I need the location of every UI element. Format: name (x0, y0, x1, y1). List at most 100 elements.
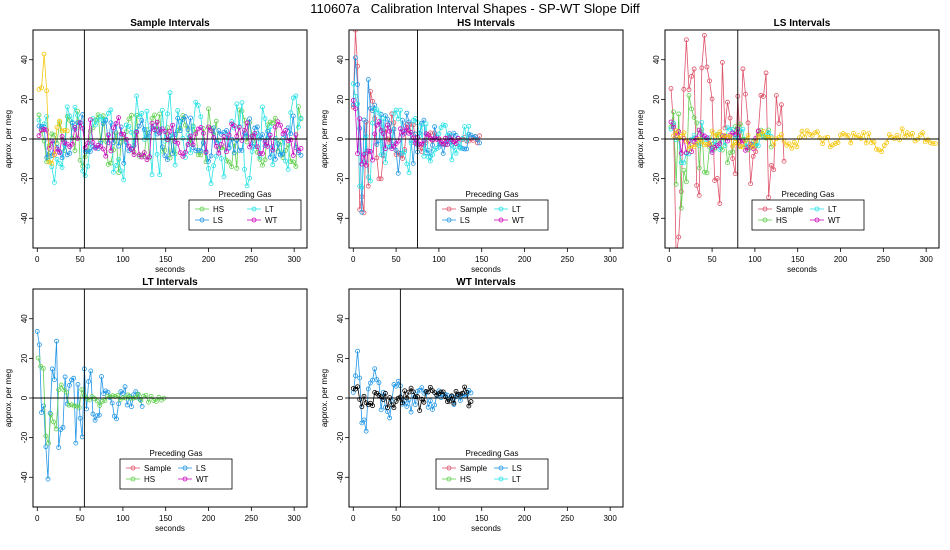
data-point (290, 153, 296, 158)
data-point (231, 150, 237, 156)
data-point (247, 144, 253, 150)
data-point (910, 131, 915, 136)
data-point (696, 193, 702, 198)
data-point (177, 128, 183, 133)
data-point (365, 174, 371, 180)
data-point (72, 124, 78, 130)
data-point (183, 154, 188, 160)
data-point (462, 384, 467, 390)
data-point (103, 118, 109, 123)
data-point (285, 166, 291, 172)
data-point (105, 161, 111, 167)
x-tick-label: 250 (561, 514, 575, 523)
data-point (116, 157, 122, 162)
y-tick-label: -20 (652, 172, 661, 184)
y-tick-label: -40 (652, 212, 661, 224)
legend-marker (199, 206, 205, 212)
data-point (112, 394, 118, 399)
data-point (111, 169, 116, 175)
legend: Preceding Gas Sample LS HS LT (435, 449, 549, 490)
data-point (451, 144, 457, 150)
data-point (136, 114, 142, 119)
x-tick-label: 250 (877, 255, 891, 264)
data-point (421, 153, 427, 159)
data-point (39, 85, 44, 91)
data-point (118, 124, 124, 130)
data-point (283, 127, 288, 133)
data-point (180, 153, 186, 159)
data-point (359, 404, 365, 410)
data-point (699, 139, 705, 145)
data-point (363, 162, 369, 168)
series-line-hs (37, 357, 165, 444)
data-point (678, 133, 684, 139)
data-point (43, 444, 49, 450)
legend: Preceding Gas Sample LT HS WT (751, 190, 865, 231)
data-point (252, 144, 258, 149)
series-group (34, 329, 167, 482)
data-point (425, 389, 431, 395)
data-point (694, 183, 700, 188)
data-point (404, 125, 410, 131)
data-point (165, 157, 170, 162)
data-point (468, 399, 474, 404)
data-point (105, 140, 111, 145)
data-point (121, 160, 127, 166)
data-point (359, 185, 365, 190)
data-point (134, 93, 140, 99)
data-point (270, 162, 276, 168)
data-point (709, 96, 715, 102)
data-point (374, 107, 380, 112)
data-point (125, 392, 131, 398)
data-point (44, 155, 50, 160)
data-point (224, 149, 229, 155)
data-point (719, 147, 725, 153)
legend-label: Sample (460, 205, 488, 214)
y-tick-label: -20 (20, 431, 29, 443)
data-point (86, 379, 92, 384)
data-point (848, 140, 854, 146)
x-tick-label: 50 (76, 514, 85, 523)
data-point (709, 149, 715, 155)
x-tick-label: 200 (202, 255, 216, 264)
data-point (365, 77, 371, 82)
series-line-lt (38, 92, 302, 187)
data-point (423, 388, 429, 394)
data-point (681, 86, 687, 92)
data-point (39, 127, 44, 133)
x-tick-label: 300 (287, 255, 301, 264)
data-point (239, 147, 245, 153)
data-point (131, 143, 137, 149)
data-point (668, 119, 674, 125)
y-tick-label: -20 (20, 172, 29, 184)
legend-title: Preceding Gas (219, 190, 272, 199)
data-point (395, 116, 401, 122)
y-tick-label: -40 (20, 471, 29, 483)
y-tick-label: -20 (336, 172, 345, 184)
legend-box (435, 199, 549, 231)
data-point (464, 146, 470, 152)
legend-label: HS (213, 205, 224, 214)
data-point (260, 162, 265, 168)
data-point (750, 153, 756, 159)
y-tick-label: 40 (336, 55, 345, 64)
data-point (786, 141, 792, 147)
x-tick-label: 50 (76, 255, 85, 264)
chart-title: HS Intervals (457, 18, 515, 29)
legend-marker (446, 476, 452, 482)
data-point (391, 111, 397, 116)
data-point (714, 133, 720, 139)
x-tick-label: 150 (159, 514, 173, 523)
data-point (157, 172, 163, 178)
data-point (355, 348, 360, 354)
legend-label: WT (196, 475, 209, 484)
data-point (213, 118, 219, 124)
data-point (113, 121, 119, 126)
chart-title: LT Intervals (142, 277, 198, 288)
data-point (745, 132, 751, 138)
data-point (218, 155, 224, 161)
data-point (382, 390, 388, 396)
data-point (211, 125, 217, 131)
data-point (75, 382, 81, 387)
data-point (165, 137, 170, 143)
